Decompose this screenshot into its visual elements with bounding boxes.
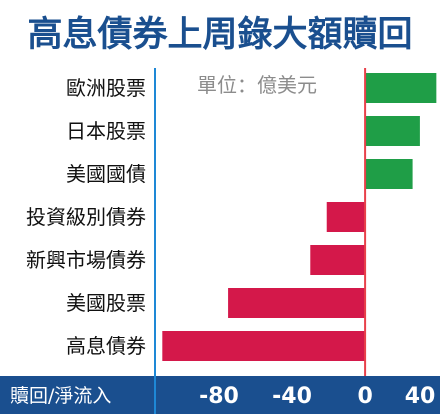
bar-0 [365, 73, 437, 103]
category-label-2: 美國國債 [66, 162, 146, 186]
unit-label: 單位：億美元 [197, 73, 317, 97]
category-label-5: 美國股票 [66, 291, 146, 315]
x-tick-label-0: -80 [199, 384, 239, 409]
bar-1 [365, 116, 420, 146]
category-label-3: 投資級別債券 [26, 205, 146, 229]
axis-band [0, 376, 440, 414]
bar-6 [162, 331, 366, 361]
x-axis-title: 贖回/淨流入 [10, 385, 111, 407]
bar-3 [326, 202, 366, 232]
x-tick-labels: -80 -40 0 40 [199, 384, 435, 409]
bar-4 [310, 245, 366, 275]
bar-2 [365, 159, 413, 189]
x-tick-label-2: 0 [357, 384, 372, 409]
category-label-6: 高息債券 [66, 334, 146, 358]
bars-group [162, 73, 437, 361]
chart-title: 高息債券上周錄大額贖回 [27, 14, 412, 55]
x-tick-label-3: 40 [405, 384, 436, 409]
category-label-1: 日本股票 [66, 119, 146, 143]
category-label-4: 新興市場債券 [26, 248, 146, 272]
x-tick-label-1: -40 [272, 384, 312, 409]
bar-5 [228, 288, 366, 318]
category-label-0: 歐洲股票 [66, 76, 146, 100]
